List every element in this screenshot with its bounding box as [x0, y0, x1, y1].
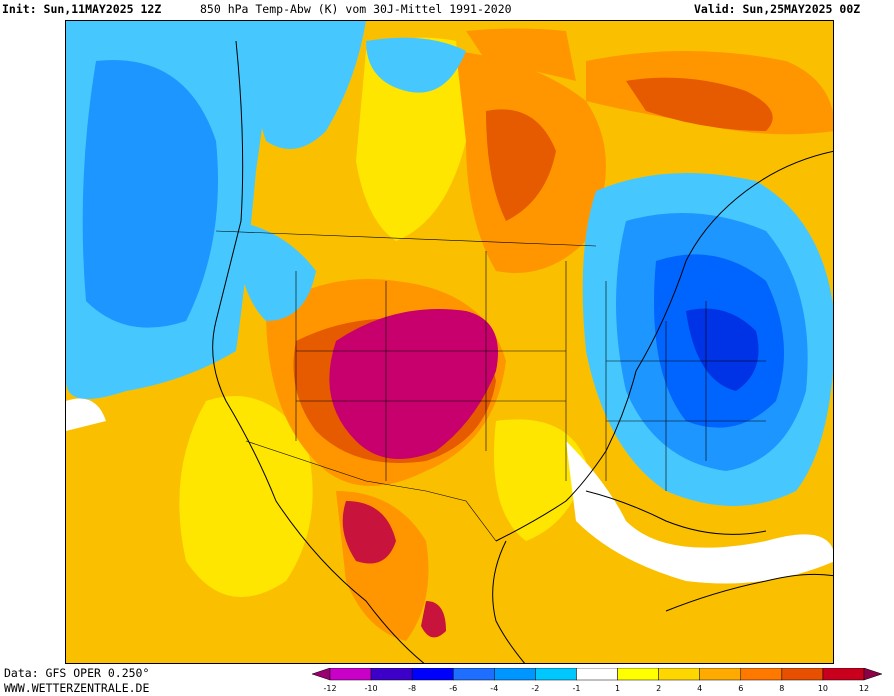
legend-tick-label: -8: [408, 684, 417, 693]
legend-swatch: [329, 668, 372, 681]
anomaly-orange-top: [466, 28, 576, 81]
anomaly-cold-alaska: [246, 21, 366, 149]
anomaly-red-mexico: [342, 501, 396, 564]
anomaly-cold-pacific-core: [82, 60, 219, 328]
legend-tick-label: -2: [531, 684, 540, 693]
anomaly-magenta-core: [329, 309, 498, 459]
valid-label: Valid: Sun,25MAY2025 00Z: [694, 2, 861, 16]
legend-tick-label: 12: [858, 684, 870, 693]
legend-tick-label: 1: [614, 684, 621, 693]
anomaly-cold-east-deep: [686, 308, 759, 391]
legend-tick-label: 8: [779, 684, 785, 693]
legend-swatch: [494, 668, 536, 681]
legend-swatch: [576, 668, 618, 681]
legend-swatch: [535, 668, 577, 681]
map-canvas: [66, 21, 833, 663]
data-source-label: Data: GFS OPER 0.250°: [4, 666, 150, 680]
coastlines: [212, 40, 833, 663]
legend-tick-label: 6: [738, 684, 744, 693]
legend-swatch: [699, 668, 742, 681]
legend-tick-label: -10: [364, 684, 378, 693]
legend-tick-label: 4: [697, 684, 703, 693]
legend-tick-label: -4: [490, 684, 499, 693]
borders: [215, 230, 766, 542]
legend-tick-label: -1: [572, 684, 581, 693]
legend-arrow-right: [863, 668, 882, 681]
init-label: Init: Sun,11MAY2025 12Z: [2, 2, 162, 16]
legend-arrow-left: [312, 668, 331, 681]
map-title: 850 hPa Temp-Abw (K) vom 30J-Mittel 1991…: [200, 2, 512, 16]
anomaly-cold-bc: [366, 37, 466, 93]
anomaly-yellow-north: [356, 37, 466, 242]
website-label: WWW.WETTERZENTRALE.DE: [4, 681, 150, 695]
legend-swatch: [740, 668, 783, 681]
legend-tick-label: 10: [817, 684, 829, 693]
anomaly-red-south: [421, 601, 446, 638]
legend-swatch: [822, 668, 865, 681]
anomaly-neutral-west: [66, 398, 106, 431]
legend-swatch: [452, 668, 495, 681]
anomaly-yellow-baja: [179, 396, 313, 597]
anomaly-dark-orange-ne: [626, 77, 773, 131]
legend-swatch: [781, 668, 824, 681]
legend-swatch: [411, 668, 454, 681]
legend-swatch: [370, 668, 413, 681]
color-legend: [312, 668, 882, 681]
legend-tick-label: -6: [449, 684, 458, 693]
legend-tick-label: -12: [323, 684, 337, 693]
legend-tick-label: 2: [656, 684, 662, 693]
anomaly-neutral-gulf: [566, 441, 833, 584]
legend-swatch: [617, 668, 659, 681]
anomaly-yellow-gulf: [494, 419, 586, 541]
legend-swatch: [658, 668, 700, 681]
temperature-anomaly-map: [65, 20, 834, 664]
anomaly-dark-orange-canada: [486, 109, 556, 221]
